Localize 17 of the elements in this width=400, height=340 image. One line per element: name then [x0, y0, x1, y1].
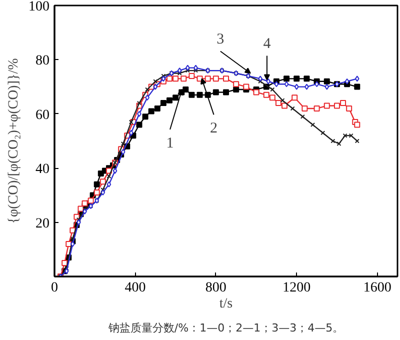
- y-axis-title: {φ(CO)/[φ(CO₂)+φ(CO)]}/%: [6, 58, 22, 224]
- y-tick-label: 80: [36, 54, 50, 69]
- text: 钠盐质量分数/%：1—0；2—1；3—3；4—5。: [107, 322, 344, 334]
- x-tick-label: 0: [51, 280, 58, 296]
- annotation: 1: [166, 136, 174, 152]
- annotation: 4: [263, 36, 272, 52]
- y-tick-label: 60: [36, 108, 50, 123]
- annotation: 2: [210, 120, 218, 137]
- x-tick-label: 1600: [363, 280, 392, 296]
- y-tick-label: 20: [36, 216, 50, 232]
- y-tick-label: 100: [28, 0, 50, 14]
- y-tick-label: 40: [36, 162, 50, 178]
- x-tick-label: 400: [124, 280, 146, 296]
- annotation: 3: [216, 31, 224, 48]
- x-axis-title: t/s: [219, 296, 233, 312]
- x-tick-label: 1200: [282, 280, 311, 296]
- x-tick-label: 800: [205, 280, 226, 296]
